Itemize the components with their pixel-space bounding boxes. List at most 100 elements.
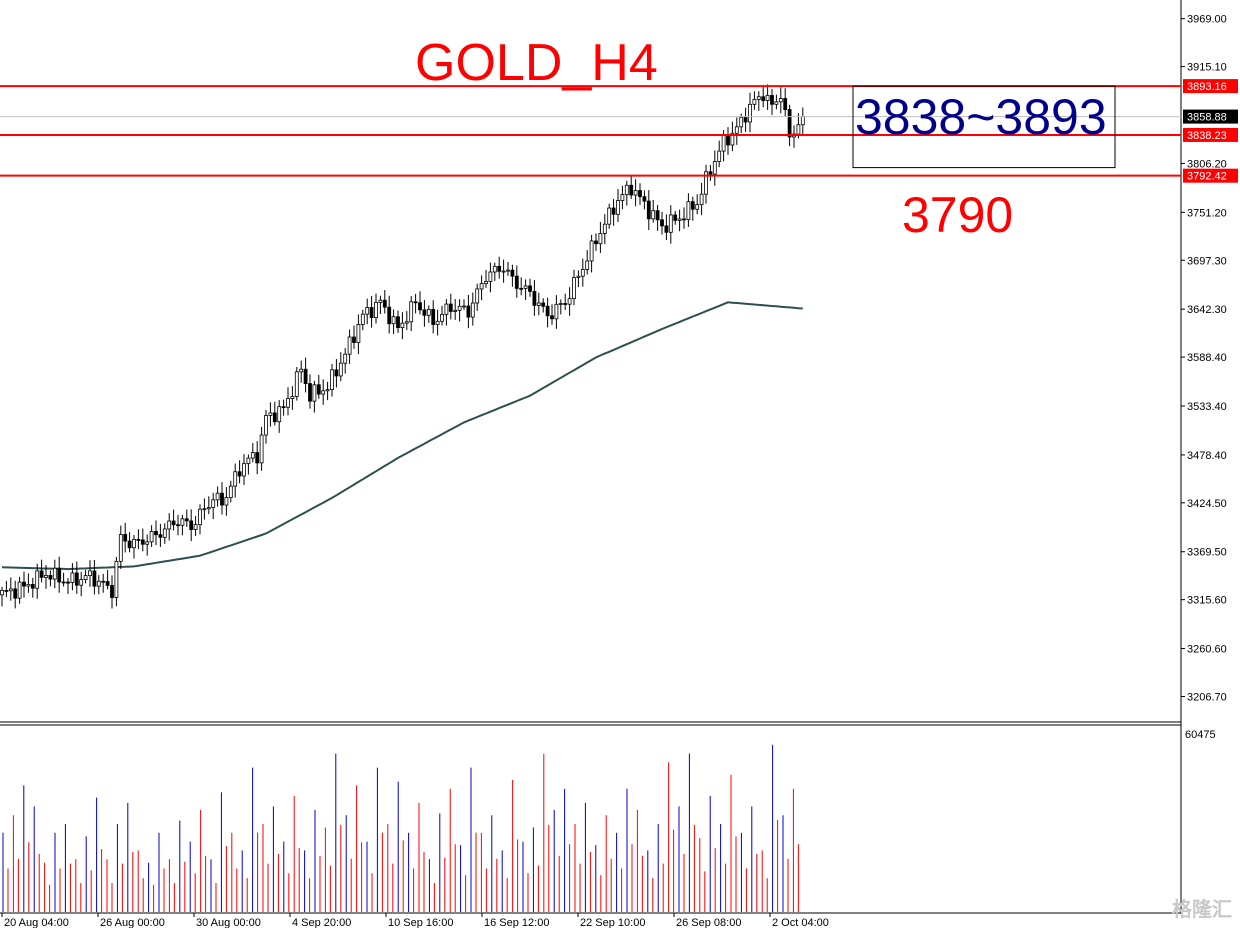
candle-body [638, 190, 642, 198]
candle-body [286, 398, 290, 408]
candle-body [299, 368, 304, 373]
candle-body [215, 492, 220, 501]
candle-body [783, 98, 788, 110]
time-tick-label: 4 Sep 20:00 [292, 917, 351, 928]
candle-body [787, 109, 792, 138]
candle-body [123, 534, 128, 542]
candle-body [734, 126, 739, 134]
candle-body [642, 196, 647, 202]
candle-body [497, 265, 502, 272]
moving-average-layer [1, 301, 803, 571]
candle-body [35, 570, 40, 589]
candle-body [136, 539, 141, 541]
candle-body [312, 384, 317, 402]
candle-body [567, 298, 572, 305]
candle-body [708, 171, 713, 175]
candle-body [545, 305, 550, 317]
candle-body [374, 302, 378, 319]
candle-body [484, 281, 488, 285]
level-tag [1183, 168, 1238, 183]
time-tick-label: 10 Sep 16:00 [388, 917, 453, 928]
candle-body [246, 457, 251, 465]
candle-body [255, 452, 260, 464]
candle-body [22, 581, 26, 587]
candle-body [532, 290, 537, 306]
candle-body [70, 572, 75, 583]
candle-body [162, 528, 167, 538]
current-price-label: 3858.88 [1187, 112, 1227, 124]
time-tick-label: 2 Oct 04:00 [772, 917, 829, 928]
candle-body [435, 320, 440, 325]
candle-body [400, 322, 405, 329]
candle-body [422, 309, 427, 316]
watermark-text: 格隆汇 [1172, 897, 1232, 921]
candle-body [774, 101, 779, 105]
candle-body [616, 200, 620, 215]
price-tick-label: 3206.70 [1187, 691, 1227, 703]
candle-body [668, 214, 673, 233]
candle-body [682, 218, 686, 221]
time-tick-label: 20 Aug 04:00 [4, 917, 69, 928]
candle-body [431, 309, 436, 325]
candle-body [347, 336, 352, 355]
candle-body [83, 575, 88, 580]
candle-body [743, 116, 748, 123]
candle-body [303, 368, 308, 384]
candle-body [211, 499, 216, 508]
candle-body [629, 184, 634, 196]
price-axis: 3969.00 3915.10 3806.20 3751.20 3697.30 3642.… [1181, 14, 1227, 703]
candle-body [184, 518, 189, 522]
candle-body [154, 531, 158, 536]
price-tick-label: 3642.30 [1187, 304, 1227, 316]
level-label: 3838.23 [1187, 130, 1227, 142]
candle-body [193, 524, 198, 531]
candle-body [44, 574, 48, 578]
candle-body [268, 412, 273, 416]
candle-body [145, 541, 150, 545]
candle-body [233, 471, 238, 487]
candle-body [30, 584, 35, 589]
candle-body [523, 285, 528, 289]
candle-body [52, 567, 57, 580]
candle-body [514, 275, 519, 289]
candle-body [778, 98, 783, 103]
candle-body [717, 150, 722, 162]
price-tick-label: 3260.60 [1187, 644, 1227, 656]
candle-body [391, 316, 396, 325]
candle-body [96, 580, 101, 587]
candle-body [334, 369, 339, 377]
time-tick-label: 22 Sep 10:00 [580, 917, 645, 928]
candle-body [611, 207, 616, 215]
candle-body [651, 210, 656, 220]
candle-body [242, 463, 246, 477]
candle-body [224, 497, 229, 506]
candle-body [316, 384, 321, 395]
level-tag [1183, 79, 1238, 94]
candle-body [220, 492, 224, 506]
candle-body [167, 520, 172, 530]
annotations-layer: GOLD_H4 3838~3893 3790 格隆汇 [415, 34, 1232, 921]
price-tick-label: 3915.10 [1187, 62, 1227, 74]
candle-body [572, 277, 576, 300]
candle-body [4, 590, 9, 592]
candle-body [765, 95, 770, 101]
candle-body [409, 301, 414, 323]
current-price-tag [1183, 109, 1238, 124]
candle-body [457, 305, 462, 311]
candle-body [585, 260, 590, 270]
candle-body [633, 190, 638, 196]
candle-body [475, 288, 480, 304]
candle-body [602, 223, 607, 234]
support-label: 3790 [902, 187, 1013, 243]
price-tick-label: 3806.20 [1187, 158, 1227, 170]
candle-body [281, 406, 286, 409]
candle-body [294, 371, 299, 397]
candle-body [528, 285, 532, 292]
candle-body [554, 303, 559, 320]
candle-body [598, 233, 603, 245]
candle-body [756, 96, 761, 100]
candle-body [796, 124, 801, 135]
candle-body [66, 581, 70, 584]
candle-body [101, 580, 106, 583]
